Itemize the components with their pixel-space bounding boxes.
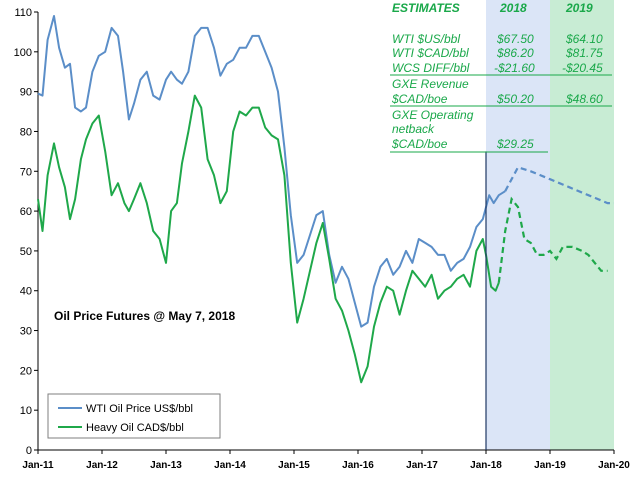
series-lines	[37, 15, 614, 384]
estimates-col-2018: 2018	[499, 1, 527, 15]
chart-annotation: Oil Price Futures @ May 7, 2018	[54, 309, 235, 323]
estimate-label-wti-cad: WTI $CAD/bbl	[392, 46, 469, 60]
x-tick-label: Jan-18	[470, 460, 502, 471]
x-tick-label: Jan-20	[598, 460, 630, 471]
estimates-col-2019: 2019	[565, 1, 593, 15]
x-tick-label: Jan-11	[22, 460, 54, 471]
x-tick-label: Jan-12	[86, 460, 118, 471]
estimate-wti-cad-2018: $86.20	[496, 46, 534, 60]
y-tick-label: 50	[20, 246, 32, 258]
estimate-wcs-diff-2019: -$20.45	[562, 61, 603, 75]
estimate-label-netback-1: GXE Operating	[392, 108, 474, 122]
y-axis: 0 10 20 30 40 50 60 70 80 90 100 110	[14, 7, 39, 457]
series-line-heavy-oil	[37, 94, 500, 384]
estimate-label-revenue-1: GXE Revenue	[392, 77, 469, 91]
estimate-wti-cad-2019: $81.75	[565, 46, 603, 60]
estimate-label-netback-3: $CAD/boe	[391, 137, 448, 151]
y-tick-label: 60	[20, 206, 32, 218]
estimate-netback-2018: $29.25	[496, 137, 534, 151]
y-tick-label: 20	[20, 365, 32, 377]
y-tick-label: 100	[14, 47, 32, 59]
y-tick-label: 90	[20, 87, 32, 99]
y-tick-label: 70	[20, 166, 32, 178]
x-tick-label: Jan-13	[150, 460, 182, 471]
estimate-label-wti-usd: WTI $US/bbl	[392, 32, 460, 46]
x-axis: Jan-11 Jan-12 Jan-13 Jan-14 Jan-15 Jan-16 Jan-…	[22, 449, 630, 471]
legend-box	[47, 393, 221, 439]
x-tick-label: Jan-14	[214, 460, 246, 471]
estimate-wcs-diff-2018: -$21.60	[494, 61, 535, 75]
x-tick-label: Jan-19	[534, 460, 566, 471]
estimate-wti-usd-2018: $67.50	[496, 32, 534, 46]
legend-label-wti: WTI Oil Price US$/bbl	[86, 403, 193, 415]
y-tick-label: 10	[20, 405, 32, 417]
x-tick-label: Jan-16	[342, 460, 374, 471]
estimate-label-netback-2: netback	[392, 122, 435, 136]
estimate-label-revenue-2: $CAD/boe	[391, 92, 448, 106]
y-tick-label: 30	[20, 326, 32, 338]
x-tick-label: Jan-17	[406, 460, 438, 471]
legend: WTI Oil Price US$/bbl Heavy Oil CAD$/bbl	[47, 393, 221, 439]
estimate-label-wcs-diff: WCS DIFF/bbl	[392, 61, 470, 75]
estimate-wti-usd-2019: $64.10	[565, 32, 603, 46]
y-tick-label: 110	[14, 7, 32, 19]
series-line-wti	[37, 15, 506, 328]
estimate-revenue-2018: $50.20	[496, 92, 534, 106]
y-tick-label: 80	[20, 126, 32, 138]
estimates-title: ESTIMATES	[392, 1, 460, 15]
series-forecast-wti	[504, 165, 614, 205]
y-tick-label: 40	[20, 286, 32, 298]
estimate-revenue-2019: $48.60	[565, 92, 603, 106]
series-forecast-heavy-oil	[497, 196, 608, 283]
legend-label-heavy: Heavy Oil CAD$/bbl	[86, 422, 184, 434]
estimates-table: ESTIMATES 2018 2019 WTI $US/bbl $67.50 $…	[390, 1, 612, 153]
x-tick-label: Jan-15	[278, 460, 310, 471]
y-tick-label: 0	[26, 445, 32, 457]
